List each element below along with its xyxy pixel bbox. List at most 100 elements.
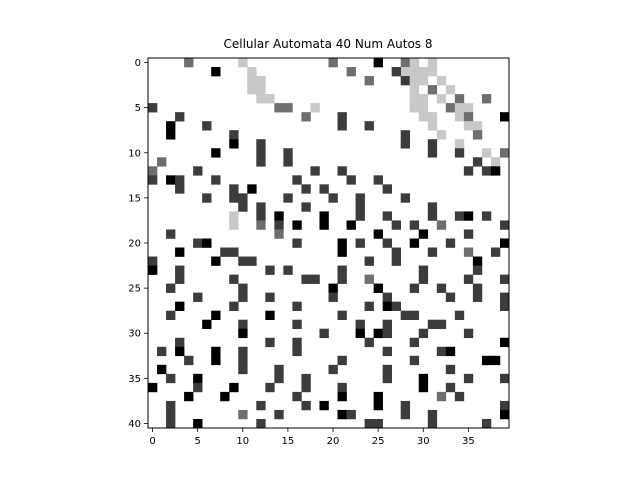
heatmap-cell	[337, 166, 347, 176]
heatmap-cell	[265, 265, 275, 275]
heatmap-cell	[211, 67, 221, 77]
heatmap-cell	[220, 391, 230, 402]
heatmap-cell	[220, 247, 230, 257]
heatmap-cell	[463, 112, 474, 122]
y-tick-label: 5	[135, 103, 141, 114]
heatmap-cell	[202, 319, 212, 330]
heatmap-cell	[418, 112, 429, 122]
heatmap-cell	[328, 292, 338, 302]
heatmap-cell	[301, 382, 311, 393]
heatmap-cell	[175, 346, 185, 357]
heatmap-cell	[409, 85, 420, 95]
heatmap-cell	[445, 382, 456, 393]
heatmap-cell	[436, 94, 447, 104]
heatmap-cell	[490, 247, 501, 257]
heatmap-cell	[166, 283, 176, 293]
heatmap-cell	[454, 94, 465, 104]
heatmap-cell	[481, 418, 492, 429]
heatmap-cell	[337, 391, 347, 402]
heatmap-cell	[499, 148, 510, 158]
heatmap-cell	[490, 355, 501, 366]
heatmap-cell	[454, 391, 465, 402]
heatmap-cell	[211, 148, 221, 158]
heatmap-cell	[499, 274, 510, 284]
heatmap-cell	[427, 202, 438, 212]
heatmap-cell	[157, 346, 167, 357]
heatmap-cell	[148, 382, 158, 393]
heatmap-cell	[445, 346, 456, 357]
heatmap-cell	[418, 76, 429, 86]
x-tick-label: 30	[417, 436, 430, 447]
heatmap-cell	[400, 400, 411, 411]
heatmap-cell	[301, 184, 311, 194]
heatmap-cell	[229, 382, 239, 393]
heatmap-cell	[265, 382, 275, 393]
heatmap-cell	[148, 103, 158, 113]
heatmap-cell	[265, 337, 275, 348]
heatmap-cell	[274, 364, 284, 375]
heatmap-cell	[337, 382, 347, 393]
heatmap-cell	[301, 373, 311, 384]
heatmap-cell	[418, 94, 429, 104]
heatmap-cell	[301, 400, 311, 411]
heatmap-cell	[292, 319, 302, 330]
heatmap-cell	[247, 85, 257, 95]
heatmap-cell	[400, 139, 411, 149]
heatmap-cell	[418, 274, 429, 284]
heatmap-cell	[373, 58, 383, 68]
heatmap-cell	[283, 193, 293, 203]
heatmap-cell	[148, 265, 158, 275]
heatmap-cell	[319, 400, 329, 411]
heatmap-cell	[256, 418, 266, 429]
heatmap-cell	[418, 265, 429, 275]
heatmap-cell	[364, 256, 374, 266]
heatmap-cell	[274, 373, 284, 384]
heatmap-cell	[472, 130, 483, 140]
heatmap-cell	[418, 328, 429, 339]
heatmap-cell	[391, 256, 402, 266]
heatmap-cell	[427, 211, 438, 221]
heatmap-cell	[238, 409, 248, 420]
heatmap-cell	[202, 121, 212, 131]
heatmap-cell	[382, 364, 392, 375]
heatmap-cell	[463, 229, 474, 239]
heatmap-cell	[499, 112, 510, 122]
heatmap-cell	[328, 364, 338, 375]
heatmap-cell	[292, 301, 302, 311]
heatmap-cell	[301, 274, 311, 284]
heatmap-cell	[238, 364, 248, 375]
x-tick-label: 5	[194, 436, 200, 447]
heatmap-cell	[283, 157, 293, 167]
x-tick-label: 10	[236, 436, 249, 447]
heatmap-cell	[382, 346, 392, 357]
heatmap-cell	[310, 166, 320, 176]
heatmap-cell	[499, 301, 510, 311]
heatmap-cell	[382, 238, 392, 248]
heatmap-cell	[400, 409, 411, 420]
heatmap-cell	[454, 112, 465, 122]
heatmap-cell	[193, 166, 203, 176]
heatmap-cell	[283, 265, 293, 275]
heatmap-cell	[463, 373, 474, 384]
heatmap-cell	[256, 400, 266, 411]
heatmap-cell	[175, 112, 185, 122]
heatmap-cell	[409, 58, 420, 68]
heatmap-cell	[337, 121, 347, 131]
y-tick-label: 0	[135, 58, 141, 69]
heatmap-cell	[499, 292, 510, 302]
heatmap-cell	[463, 328, 474, 339]
heatmap-cell	[184, 355, 194, 366]
heatmap-cell	[337, 112, 347, 122]
heatmap-cell	[400, 193, 411, 203]
heatmap-cell	[346, 409, 356, 420]
heatmap-cell	[499, 400, 510, 411]
heatmap-cell	[166, 409, 176, 420]
heatmap-cell	[409, 67, 420, 77]
heatmap-cell	[391, 247, 402, 257]
heatmap-cell	[418, 373, 429, 384]
heatmap-cell	[355, 202, 365, 212]
heatmap-cell	[247, 256, 257, 266]
heatmap-cell	[436, 391, 447, 402]
heatmap-cell	[202, 193, 212, 203]
